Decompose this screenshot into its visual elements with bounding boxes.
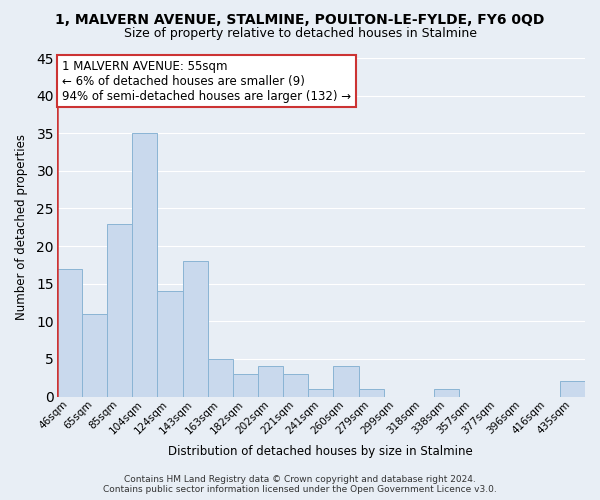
Bar — [208, 359, 233, 397]
Text: Contains HM Land Registry data © Crown copyright and database right 2024.
Contai: Contains HM Land Registry data © Crown c… — [103, 474, 497, 494]
X-axis label: Distribution of detached houses by size in Stalmine: Distribution of detached houses by size … — [169, 444, 473, 458]
Bar — [434, 389, 459, 396]
Bar — [82, 314, 107, 396]
Y-axis label: Number of detached properties: Number of detached properties — [15, 134, 28, 320]
Bar — [182, 261, 208, 396]
Bar — [132, 133, 157, 396]
Bar — [308, 389, 334, 396]
Bar — [157, 291, 182, 397]
Bar — [359, 389, 384, 396]
Bar — [334, 366, 359, 396]
Bar — [258, 366, 283, 396]
Bar — [57, 268, 82, 396]
Bar — [107, 224, 132, 396]
Text: 1 MALVERN AVENUE: 55sqm
← 6% of detached houses are smaller (9)
94% of semi-deta: 1 MALVERN AVENUE: 55sqm ← 6% of detached… — [62, 60, 351, 102]
Bar — [283, 374, 308, 396]
Bar — [233, 374, 258, 396]
Bar — [560, 382, 585, 396]
Text: 1, MALVERN AVENUE, STALMINE, POULTON-LE-FYLDE, FY6 0QD: 1, MALVERN AVENUE, STALMINE, POULTON-LE-… — [55, 12, 545, 26]
Text: Size of property relative to detached houses in Stalmine: Size of property relative to detached ho… — [124, 28, 476, 40]
